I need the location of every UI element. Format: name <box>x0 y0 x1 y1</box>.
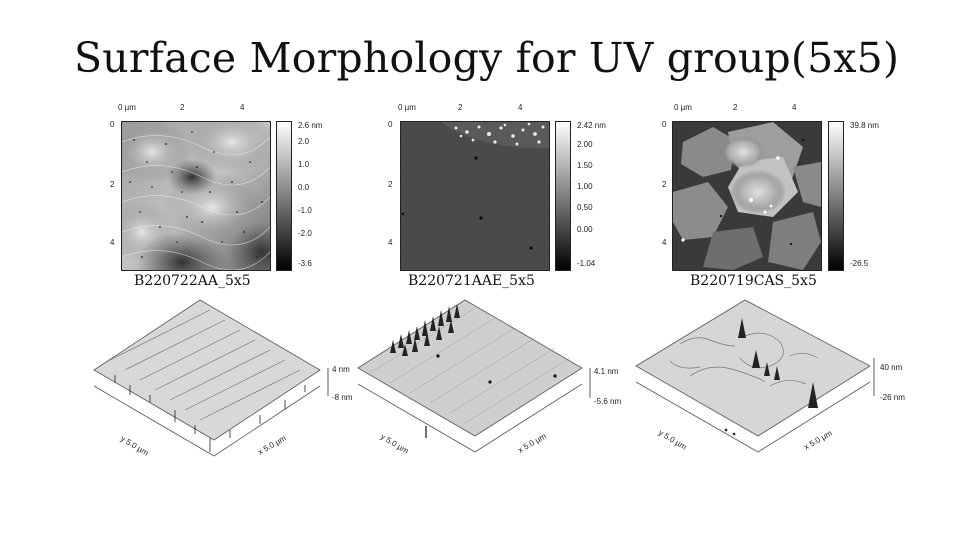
afm-height-map-3 <box>672 121 822 271</box>
x-axis-3d-label: x 5.0 µm <box>517 431 548 454</box>
x-tick-4: 4 <box>240 103 245 112</box>
z-scale-top: 4 nm <box>332 365 350 374</box>
afm-3d-view-3: 40 nm -26 nm y 5.0 µm x 5.0 µm <box>635 299 905 453</box>
y-tick-4: 4 <box>110 238 115 247</box>
colorbar-label: 1.0 <box>298 160 310 169</box>
colorbar-label: 2.00 <box>577 140 593 149</box>
colorbar-label-min: -3.6 <box>298 259 312 268</box>
x-axis-3d-label: x 5.0 µm <box>803 428 834 451</box>
colorbar-label: 0.0 <box>298 183 310 192</box>
y-axis-3d-label: y 5.0 µm <box>657 428 688 452</box>
afm-height-map-2 <box>400 121 550 271</box>
y-tick-0: 0 <box>662 120 667 129</box>
colorbar-label: -2.0 <box>298 229 312 238</box>
sample-caption-1: B220722AA_5x5 <box>134 273 251 289</box>
y-tick-0: 0 <box>110 120 115 129</box>
y-tick-0: 0 <box>388 120 393 129</box>
z-scale-bottom: -8 nm <box>332 393 353 402</box>
afm-height-map-1 <box>121 121 271 271</box>
y-axis-3d-label: y 5.0 µm <box>379 432 410 456</box>
sample-caption-3: B220719CAS_5x5 <box>690 273 817 289</box>
y-tick-4: 4 <box>662 238 667 247</box>
z-scale-top: 40 nm <box>880 363 903 372</box>
colorbar-label: 0.00 <box>577 225 593 234</box>
x-tick-2: 2 <box>458 103 463 112</box>
sample-caption-2: B220721AAE_5x5 <box>408 273 535 289</box>
x-tick-0: 0 µm <box>118 103 136 112</box>
afm-3d-view-2: 4.1 nm -5.6 nm y 5.0 µm x 5.0 µm <box>357 299 621 456</box>
colorbar-label: 2.0 <box>298 137 310 146</box>
slide-title: Surface Morphology for UV group(5x5) <box>74 34 900 82</box>
colorbar-label: -1.0 <box>298 206 312 215</box>
y-tick-2: 2 <box>662 180 667 189</box>
x-tick-2: 2 <box>180 103 185 112</box>
y-tick-2: 2 <box>110 180 115 189</box>
z-scale-bottom: -5.6 nm <box>594 397 621 406</box>
y-tick-2: 2 <box>388 180 393 189</box>
colorbar-label: 1.00 <box>577 182 593 191</box>
colorbar-label-max: 39.8 nm <box>850 121 879 130</box>
colorbar-label-max: 2.42 nm <box>577 121 606 130</box>
colorbar-2 <box>555 121 571 271</box>
x-tick-0: 0 µm <box>674 103 692 112</box>
y-tick-4: 4 <box>388 238 393 247</box>
colorbar-label: 0.50 <box>577 203 593 212</box>
colorbar-label: 1.50 <box>577 161 593 170</box>
y-axis-3d-label: y 5.0 µm <box>119 434 150 458</box>
z-scale-top: 4.1 nm <box>594 367 619 376</box>
x-tick-4: 4 <box>518 103 523 112</box>
x-tick-4: 4 <box>792 103 797 112</box>
x-axis-3d-label: x 5.0 µm <box>257 433 288 456</box>
colorbar-3 <box>828 121 844 271</box>
x-tick-0: 0 µm <box>398 103 416 112</box>
afm-3d-view-1: 4 nm -8 nm y 5.0 µm x 5.0 µm <box>93 299 353 458</box>
colorbar-1 <box>276 121 292 271</box>
colorbar-label-max: 2.6 nm <box>298 121 323 130</box>
z-scale-bottom: -26 nm <box>880 393 905 402</box>
colorbar-label-min: -26.5 <box>850 259 869 268</box>
x-tick-2: 2 <box>733 103 738 112</box>
colorbar-label-min: -1.04 <box>577 259 596 268</box>
